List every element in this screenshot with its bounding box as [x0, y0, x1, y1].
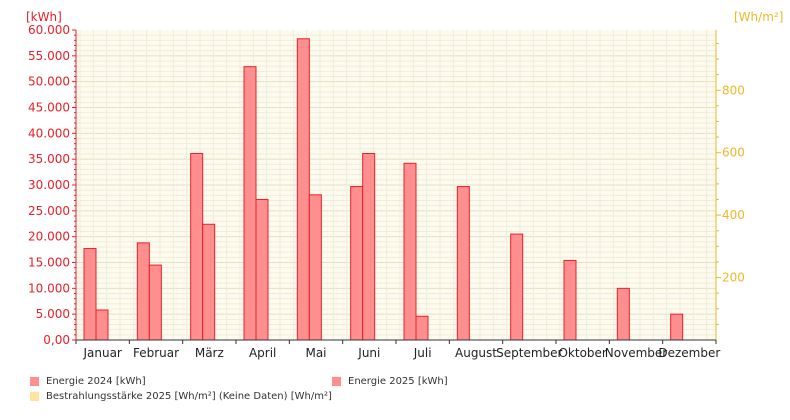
y2-tick-label: 800: [722, 83, 745, 97]
x-tick-label: August: [455, 346, 497, 360]
x-tick-label: Juni: [357, 346, 380, 360]
legend-item-energie-2025: Energie 2025 [kWh]: [332, 376, 448, 387]
y-tick-label: 15.000: [28, 256, 70, 270]
y-tick-label: 45.000: [28, 101, 70, 115]
bar-energie-2024: [350, 186, 364, 341]
right-axis-unit: [Wh/m²]: [734, 10, 783, 24]
bar-energie-2024: [83, 248, 97, 341]
y-tick-label: 60.000: [28, 23, 70, 37]
bar-energie-2024: [456, 186, 470, 341]
bar-energie-2024: [670, 313, 684, 341]
y-tick-label: 50.000: [28, 75, 70, 89]
legend-item-energie-2024: Energie 2024 [kWh]: [30, 376, 146, 387]
y-tick-label: 0,00: [43, 333, 70, 347]
bar-energie-2025: [255, 198, 269, 341]
bar-energie-2025: [308, 194, 322, 341]
x-tick-label: Juli: [413, 346, 432, 360]
x-tick-label: Mai: [305, 346, 326, 360]
bar-energie-2025: [415, 315, 429, 341]
bar-energie-2024: [616, 287, 630, 341]
y-tick-label: 5.000: [36, 307, 70, 321]
bar-energie-2024: [296, 38, 310, 341]
y-tick-label: 20.000: [28, 230, 70, 244]
bar-energie-2024: [136, 242, 150, 341]
y-tick-label: 35.000: [28, 152, 70, 166]
y2-tick-label: 200: [722, 271, 745, 285]
legend-swatch-2024: [30, 377, 39, 386]
left-axis-unit: [kWh]: [26, 10, 62, 24]
bar-energie-2025: [202, 223, 216, 341]
bar-energie-2025: [95, 309, 109, 341]
x-tick-label: November: [605, 346, 667, 360]
bar-energie-2025: [362, 152, 376, 341]
bar-energie-2024: [510, 233, 524, 341]
y2-tick-label: 600: [722, 146, 745, 160]
y-tick-label: 25.000: [28, 204, 70, 218]
y-tick-label: 10.000: [28, 281, 70, 295]
legend-label-2025: Energie 2025 [kWh]: [348, 376, 448, 387]
x-tick-label: März: [195, 346, 224, 360]
bar-energie-2024: [403, 162, 417, 341]
legend-swatch-2025: [332, 377, 341, 386]
bar-energie-2024: [243, 66, 257, 341]
legend-label-2024: Energie 2024 [kWh]: [46, 376, 146, 387]
grid: [76, 30, 716, 340]
x-tick-label: Februar: [133, 346, 179, 360]
bar-energie-2024: [190, 152, 204, 341]
y-tick-label: 55.000: [28, 49, 70, 63]
legend-item-bestrahlung: Bestrahlungsstärke 2025 [Wh/m²] (Keine D…: [30, 391, 332, 402]
x-tick-label: Januar: [82, 346, 121, 360]
legend-swatch-bestrahlung: [30, 392, 39, 401]
bars: [83, 38, 684, 341]
x-tick-label: September: [496, 346, 562, 360]
bar-energie-2025: [148, 264, 162, 341]
bar-energie-2024: [563, 259, 577, 341]
x-tick-label: Dezember: [658, 346, 720, 360]
x-tick-label: Oktober: [558, 346, 606, 360]
x-tick-label: April: [249, 346, 276, 360]
y-tick-label: 30.000: [28, 178, 70, 192]
legend-label-bestrahlung: Bestrahlungsstärke 2025 [Wh/m²] (Keine D…: [46, 391, 332, 402]
y2-tick-label: 400: [722, 208, 745, 222]
axes: Januar Februar März April Mai Juni Juli August S…: [28, 23, 745, 360]
y-tick-label: 40.000: [28, 126, 70, 140]
